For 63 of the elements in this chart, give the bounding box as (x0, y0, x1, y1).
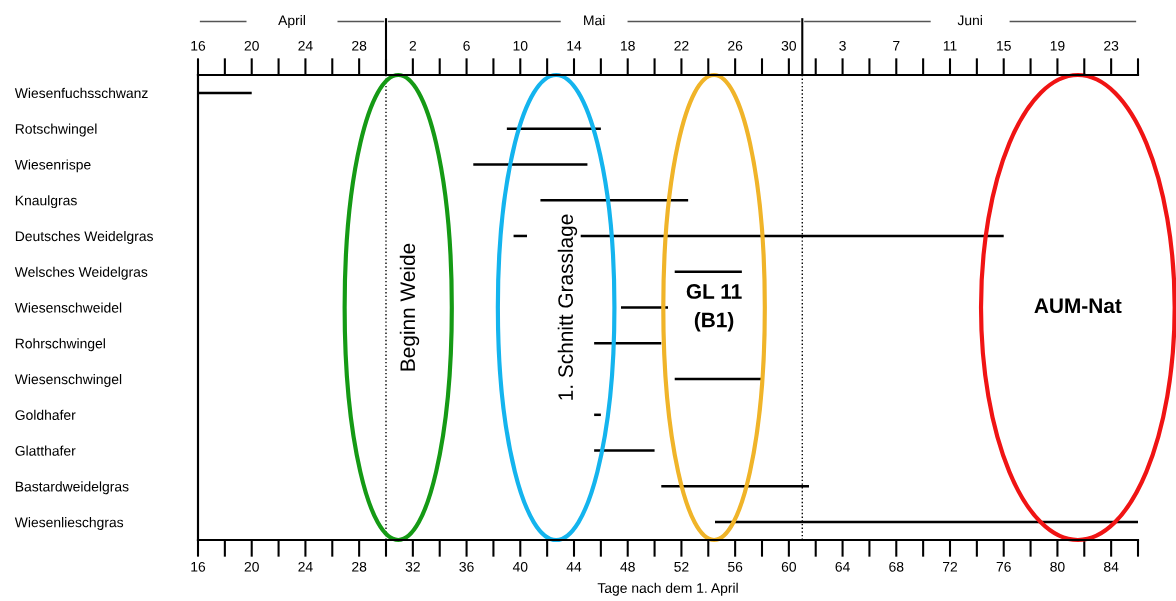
x2-tick-label: 26 (728, 40, 743, 51)
x-tick-label: 84 (1104, 561, 1119, 572)
x2-tick-label: 14 (567, 41, 582, 51)
x2-tick-label: 16 (191, 40, 206, 51)
x-tick-label: 48 (620, 561, 635, 572)
y-tick-label: Welsches Weidelgras (14, 266, 148, 280)
y-tick-label: Wiesenschwingel (14, 374, 122, 387)
y-tick-label: Knaulgras (15, 195, 77, 209)
bar (594, 342, 662, 345)
x-axis-title: Tage nach dem 1. April (597, 582, 738, 596)
y-tick-label: Wiesenfuchsschwanz (14, 87, 148, 99)
y-tick-label: Bastardweidelgras (15, 481, 129, 495)
bar (594, 449, 655, 452)
x-tick-label: 44 (566, 562, 582, 572)
x2-tick-label: 11 (943, 41, 957, 51)
x2-tick-label: 3 (839, 40, 846, 51)
text: Mai (584, 15, 605, 26)
text: April (278, 15, 305, 28)
x2-tick-label: 6 (463, 40, 470, 51)
x2-tick-label: 7 (893, 41, 900, 51)
x2-tick-label: 23 (1104, 40, 1119, 51)
y-tick-label: Goldhafer (15, 409, 76, 420)
annotation: AUM-Nat (1034, 298, 1122, 314)
bar (506, 127, 601, 130)
x2-tick-label: 19 (1050, 40, 1065, 51)
x-tick-label: 64 (835, 561, 850, 572)
x2-tick-label: 20 (244, 40, 259, 51)
x2-tick-label: 18 (621, 40, 635, 51)
x2-tick-label: 22 (674, 40, 689, 51)
x-tick-label: 20 (244, 561, 259, 572)
annotation: 1. Schnitt Grasslage (557, 214, 578, 400)
bar (621, 306, 668, 309)
x-tick-label: 28 (352, 561, 367, 572)
x-tick-label: 24 (298, 561, 313, 572)
x-tick-label: 36 (459, 561, 474, 572)
y-tick-label: Wiesenschweidel (14, 302, 122, 313)
x-tick-label: 52 (674, 561, 689, 572)
x2-tick-label: 24 (298, 40, 313, 51)
x2-tick-label: 30 (781, 40, 797, 51)
annotation: Beginn Weide (399, 243, 420, 371)
x-tick-label: 40 (512, 561, 528, 572)
x-tick-label: 68 (889, 561, 904, 572)
y-tick-label: Deutsches Weidelgras (15, 230, 153, 244)
y-tick-label: Glatthafer (15, 445, 76, 456)
y-tick-label: Rohrschwingel (15, 338, 105, 352)
bar (473, 163, 588, 166)
x-tick-label: 60 (781, 561, 797, 572)
x-tick-label: 16 (191, 561, 206, 572)
annotation: GL 11 (B1) (686, 284, 742, 332)
x2-tick-label: 2 (409, 40, 417, 51)
x-tick-label: 32 (405, 561, 420, 572)
x-tick-label: 76 (996, 561, 1011, 572)
x2-tick-label: 28 (352, 40, 367, 51)
y-tick-label: Wiesenlieschgras (14, 517, 124, 531)
x2-tick-label: 10 (513, 40, 528, 51)
bar (674, 270, 742, 273)
x-tick-label: 72 (942, 561, 958, 572)
x-tick-label: 80 (1050, 561, 1065, 572)
x-tick-label: 56 (727, 561, 743, 572)
y-tick-label: Rotschwingel (15, 123, 97, 137)
text: Juni (957, 15, 982, 26)
y-tick-label: Wiesenrispe (14, 159, 91, 173)
x2-tick-label: 15 (997, 41, 1011, 51)
